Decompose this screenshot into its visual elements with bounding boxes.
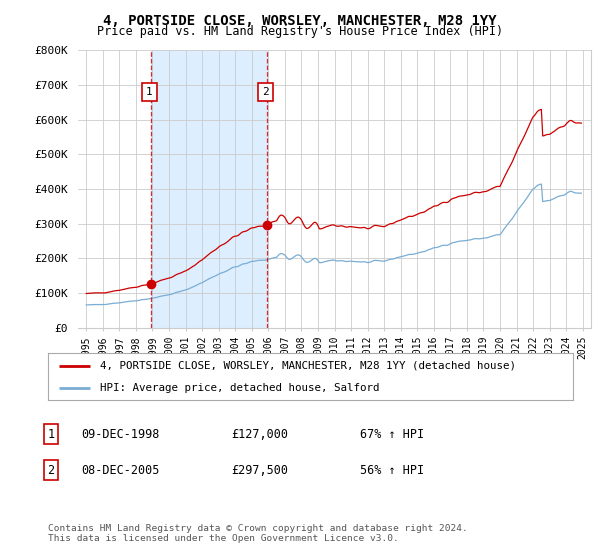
Text: £127,000: £127,000 <box>231 427 288 441</box>
Text: 1: 1 <box>146 87 153 97</box>
Text: 09-DEC-1998: 09-DEC-1998 <box>81 427 160 441</box>
Text: HPI: Average price, detached house, Salford: HPI: Average price, detached house, Salf… <box>101 382 380 393</box>
Text: 2: 2 <box>262 87 269 97</box>
Text: 4, PORTSIDE CLOSE, WORSLEY, MANCHESTER, M28 1YY: 4, PORTSIDE CLOSE, WORSLEY, MANCHESTER, … <box>103 14 497 28</box>
Text: 2: 2 <box>47 464 55 477</box>
Text: 4, PORTSIDE CLOSE, WORSLEY, MANCHESTER, M28 1YY (detached house): 4, PORTSIDE CLOSE, WORSLEY, MANCHESTER, … <box>101 361 517 371</box>
Text: 1: 1 <box>47 427 55 441</box>
Bar <box>151 50 267 328</box>
Text: 56% ↑ HPI: 56% ↑ HPI <box>360 464 424 477</box>
Text: Price paid vs. HM Land Registry's House Price Index (HPI): Price paid vs. HM Land Registry's House … <box>97 25 503 38</box>
Text: 67% ↑ HPI: 67% ↑ HPI <box>360 427 424 441</box>
Text: Contains HM Land Registry data © Crown copyright and database right 2024.
This d: Contains HM Land Registry data © Crown c… <box>48 524 468 543</box>
Text: 08-DEC-2005: 08-DEC-2005 <box>81 464 160 477</box>
Text: £297,500: £297,500 <box>231 464 288 477</box>
